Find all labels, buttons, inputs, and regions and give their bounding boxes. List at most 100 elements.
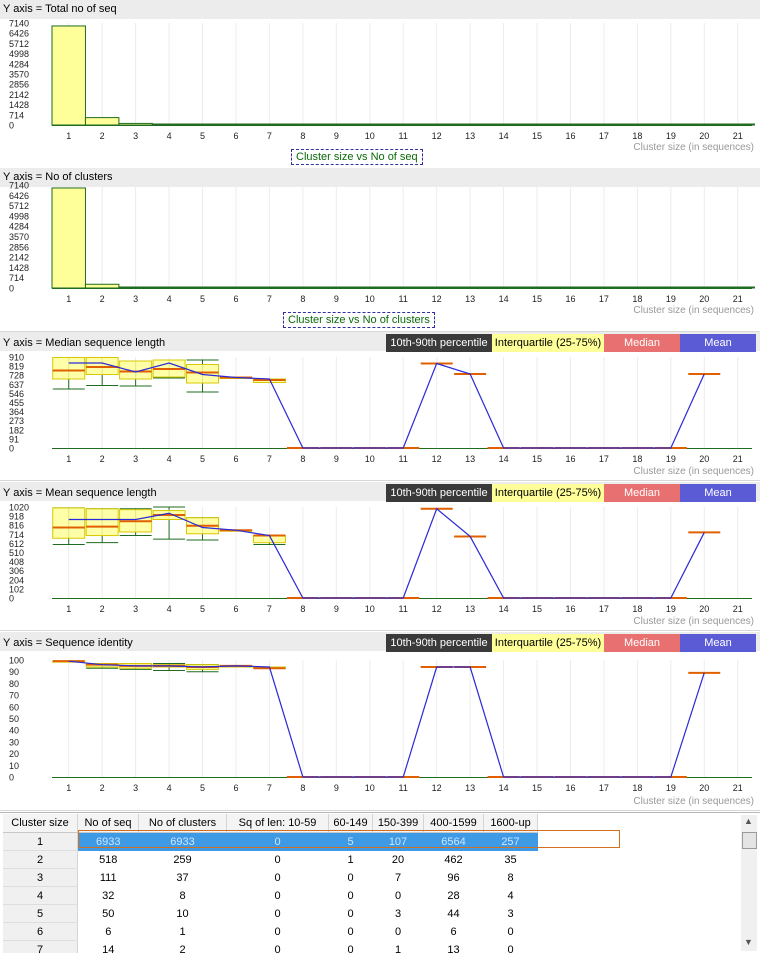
row-header-cell[interactable]: 5	[3, 905, 78, 923]
bar	[353, 287, 386, 288]
table-cell[interactable]: 6933	[139, 833, 227, 851]
chart-title[interactable]: Cluster size vs No of clusters	[283, 312, 435, 328]
table-cell[interactable]: 7	[373, 869, 424, 887]
row-header-cell[interactable]: 4	[3, 887, 78, 905]
x-tick-label: 11	[399, 294, 408, 304]
column-header[interactable]: Sq of len: 10-59	[227, 814, 329, 833]
table-cell[interactable]: 111	[78, 869, 139, 887]
table-cell[interactable]: 35	[484, 851, 538, 869]
table-cell[interactable]: 0	[329, 941, 373, 953]
table-cell[interactable]: 0	[227, 887, 329, 905]
x-tick-label: 19	[666, 604, 676, 614]
table-cell[interactable]: 20	[373, 851, 424, 869]
table-cell[interactable]: 1	[139, 923, 227, 941]
table-cell[interactable]: 462	[424, 851, 484, 869]
column-header[interactable]: 1600-up	[484, 814, 538, 833]
table-cell[interactable]: 1	[329, 851, 373, 869]
table-cell[interactable]: 96	[424, 869, 484, 887]
table-cell[interactable]: 2	[139, 941, 227, 953]
column-header[interactable]: 400-1599	[424, 814, 484, 833]
table-cell[interactable]: 6564	[424, 833, 484, 851]
table-cell[interactable]: 3	[373, 905, 424, 923]
table-cell[interactable]: 259	[139, 851, 227, 869]
table-cell[interactable]: 0	[227, 851, 329, 869]
table-cell[interactable]: 0	[373, 887, 424, 905]
table-cell[interactable]: 13	[424, 941, 484, 953]
x-tick-label: 5	[200, 783, 205, 793]
column-header[interactable]: No of seq	[78, 814, 139, 833]
x-tick-label: 6	[233, 783, 238, 793]
bar	[387, 124, 420, 125]
bar	[320, 124, 353, 125]
scroll-thumb[interactable]	[742, 832, 757, 849]
table-cell[interactable]: 0	[484, 941, 538, 953]
table-cell[interactable]: 0	[484, 923, 538, 941]
scroll-down-icon[interactable]: ▼	[744, 937, 753, 947]
column-header[interactable]: Cluster size	[3, 814, 78, 833]
row-header-cell[interactable]: 7	[3, 941, 78, 953]
row-header-cell[interactable]: 2	[3, 851, 78, 869]
y-tick-label: 20	[9, 749, 19, 759]
row-header-cell[interactable]: 6	[3, 923, 78, 941]
vertical-scrollbar[interactable]: ▲ ▼	[741, 815, 757, 951]
iqr-box	[120, 361, 152, 379]
x-tick-label: 18	[632, 604, 642, 614]
table-cell[interactable]: 37	[139, 869, 227, 887]
table-cell[interactable]: 0	[227, 923, 329, 941]
table-cell[interactable]: 0	[329, 923, 373, 941]
x-tick-label: 10	[365, 454, 375, 464]
row-header-cell[interactable]: 1	[3, 833, 78, 851]
table-cell[interactable]: 44	[424, 905, 484, 923]
table-cell[interactable]: 0	[373, 923, 424, 941]
scroll-up-icon[interactable]: ▲	[744, 816, 753, 826]
table-cell[interactable]: 518	[78, 851, 139, 869]
table-cell[interactable]: 0	[227, 869, 329, 887]
table-cell[interactable]: 6933	[78, 833, 139, 851]
x-tick-label: 13	[465, 131, 475, 141]
x-tick-label: 14	[499, 604, 509, 614]
table-cell[interactable]: 32	[78, 887, 139, 905]
x-tick-label: 14	[499, 783, 509, 793]
table-cell[interactable]: 0	[329, 905, 373, 923]
table-cell[interactable]: 0	[227, 905, 329, 923]
table-cell[interactable]: 0	[329, 887, 373, 905]
table-cell[interactable]: 257	[484, 833, 538, 851]
table-cell[interactable]: 107	[373, 833, 424, 851]
table-cell[interactable]: 6	[424, 923, 484, 941]
stats-table[interactable]: Cluster size No of seq No of clusters Sq…	[3, 814, 538, 953]
table-cell[interactable]: 5	[329, 833, 373, 851]
table-cell[interactable]: 4	[484, 887, 538, 905]
x-tick-label: 7	[267, 454, 272, 464]
x-tick-label: 3	[133, 294, 138, 304]
data-grid[interactable]: Cluster size No of seq No of clusters Sq…	[0, 812, 760, 953]
table-cell[interactable]: 0	[329, 869, 373, 887]
table-cell[interactable]: 10	[139, 905, 227, 923]
column-header[interactable]: No of clusters	[139, 814, 227, 833]
x-tick-label: 21	[733, 131, 743, 141]
table-cell[interactable]: 6	[78, 923, 139, 941]
y-tick-label: 2142	[9, 90, 29, 100]
table-cell[interactable]: 3	[484, 905, 538, 923]
x-tick-label: 18	[632, 454, 642, 464]
table-cell[interactable]: 1	[373, 941, 424, 953]
row-header-cell[interactable]: 3	[3, 869, 78, 887]
table-cell[interactable]: 0	[227, 941, 329, 953]
table-cell[interactable]: 0	[227, 833, 329, 851]
table-cell[interactable]: 14	[78, 941, 139, 953]
bar	[85, 118, 118, 125]
table-cell[interactable]: 28	[424, 887, 484, 905]
chart-title[interactable]: Cluster size vs No of seq	[291, 149, 423, 165]
table-cell[interactable]: 50	[78, 905, 139, 923]
column-header[interactable]: 150-399	[373, 814, 424, 833]
table-cell[interactable]: 8	[139, 887, 227, 905]
table-cell[interactable]: 8	[484, 869, 538, 887]
column-header[interactable]: 60-149	[329, 814, 373, 833]
bar	[219, 287, 252, 288]
